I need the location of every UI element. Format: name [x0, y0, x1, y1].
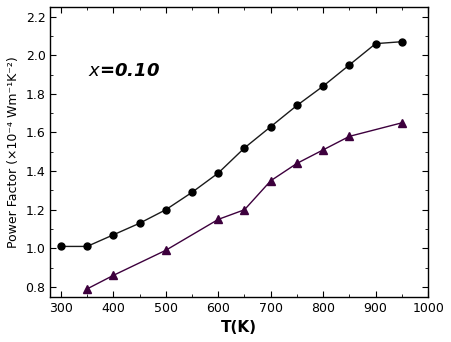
X-axis label: T(K): T(K) — [221, 320, 257, 335]
Text: $x$=0.10: $x$=0.10 — [88, 63, 160, 80]
Y-axis label: Power Factor (×10⁻⁴ Wm⁻¹K⁻²): Power Factor (×10⁻⁴ Wm⁻¹K⁻²) — [7, 56, 20, 248]
